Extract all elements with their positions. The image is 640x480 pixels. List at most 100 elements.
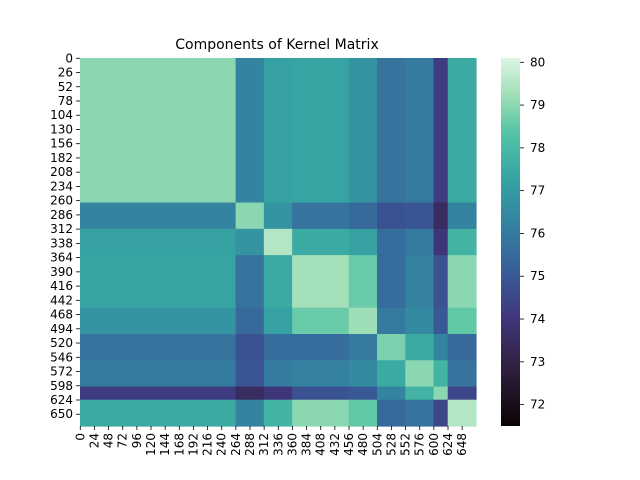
- heatmap-block-5-2: [263, 334, 293, 361]
- heatmap-block-7-3: [292, 386, 350, 401]
- y-tick-label: 234: [50, 179, 73, 193]
- heatmap-block-8-5: [377, 399, 406, 427]
- heatmap-block-7-4: [348, 386, 378, 401]
- colorbar-tick-label: 79: [530, 98, 545, 112]
- x-tick-label: 480: [356, 433, 370, 456]
- heatmap-block-6-7: [433, 360, 449, 388]
- heatmap-block-6-1: [235, 360, 265, 388]
- heatmap-block-6-0: [80, 360, 237, 388]
- heatmap-block-7-6: [405, 386, 435, 401]
- y-tick-label: 260: [50, 194, 73, 208]
- chart-title: Components of Kernel Matrix: [175, 37, 378, 53]
- x-tick-label: 360: [285, 433, 299, 456]
- y-tick-label: 390: [50, 265, 73, 279]
- heatmap-block-3-1: [235, 255, 265, 309]
- heatmap-block-4-3: [292, 307, 350, 335]
- colorbar: [501, 58, 520, 426]
- heatmap-block-5-1: [235, 334, 265, 361]
- heatmap-block-8-8: [447, 399, 477, 427]
- x-tick-label: 432: [328, 433, 342, 456]
- heatmap-block-6-8: [447, 360, 477, 388]
- x-tick-label: 576: [413, 433, 427, 456]
- heatmap-block-5-5: [377, 334, 406, 361]
- x-tick-label: 48: [102, 433, 116, 448]
- y-tick-label: 104: [50, 108, 73, 122]
- heatmap-block-5-4: [348, 334, 378, 361]
- colorbar-tick-label: 76: [530, 226, 545, 240]
- x-tick-label: 0: [73, 433, 87, 441]
- heatmap-block-8-3: [292, 399, 350, 427]
- x-tick-label: 600: [427, 433, 441, 456]
- heatmap-block-4-0: [80, 307, 237, 335]
- heatmap-block-5-0: [80, 334, 237, 361]
- y-tick-label: 494: [50, 322, 73, 336]
- heatmap-block-1-5: [377, 202, 406, 230]
- y-tick-label: 520: [50, 336, 73, 350]
- y-tick-label: 546: [50, 350, 73, 364]
- heatmap-block-8-1: [235, 399, 265, 427]
- x-tick-label: 384: [300, 433, 314, 456]
- heatmap-block-3-8: [447, 255, 477, 309]
- heatmap-block-7-2: [263, 386, 293, 401]
- y-tick-label: 78: [58, 94, 73, 108]
- heatmap-block-0-7: [433, 58, 449, 204]
- x-tick-label: 336: [271, 433, 285, 456]
- heatmap-area: [80, 58, 477, 427]
- heatmap-block-2-1: [235, 228, 265, 256]
- x-tick-label: 216: [201, 433, 215, 456]
- heatmap-block-1-3: [292, 202, 350, 230]
- colorbar-tick-label: 73: [530, 355, 545, 369]
- heatmap-block-7-8: [447, 386, 477, 401]
- heatmap-block-8-0: [80, 399, 237, 427]
- heatmap-block-6-4: [348, 360, 378, 388]
- heatmap-block-0-2: [263, 58, 293, 204]
- heatmap-block-4-7: [433, 307, 449, 335]
- y-tick-label: 650: [50, 407, 73, 421]
- heatmap-block-4-5: [377, 307, 406, 335]
- y-tick-label: 156: [50, 137, 73, 151]
- heatmap-block-1-6: [405, 202, 435, 230]
- x-tick-label: 504: [370, 433, 384, 456]
- heatmap-block-8-7: [433, 399, 449, 427]
- heatmap-block-0-4: [348, 58, 378, 204]
- x-tick-label: 120: [144, 433, 158, 456]
- heatmap-block-4-1: [235, 307, 265, 335]
- y-tick-label: 182: [50, 151, 73, 165]
- y-tick-label: 0: [65, 51, 73, 65]
- colorbar-tick-label: 74: [530, 312, 545, 326]
- heatmap-block-6-5: [377, 360, 406, 388]
- heatmap-block-0-1: [235, 58, 265, 204]
- y-tick-label: 598: [50, 379, 73, 393]
- x-tick-label: 264: [229, 433, 243, 456]
- heatmap-block-1-7: [433, 202, 449, 230]
- heatmap-block-1-1: [235, 202, 265, 230]
- heatmap-block-2-3: [292, 228, 350, 256]
- heatmap-block-0-5: [377, 58, 406, 204]
- x-tick-label: 240: [215, 433, 229, 456]
- y-tick-label: 286: [50, 208, 73, 222]
- heatmap-block-7-1: [235, 386, 265, 401]
- heatmap-block-2-7: [433, 228, 449, 256]
- heatmap-block-7-0: [80, 386, 237, 401]
- y-tick-label: 130: [50, 122, 73, 136]
- heatmap-block-1-2: [263, 202, 293, 230]
- x-tick-label: 24: [87, 433, 101, 448]
- y-tick-label: 312: [50, 222, 73, 236]
- heatmap-block-0-8: [447, 58, 477, 204]
- heatmap-block-3-4: [348, 255, 378, 309]
- heatmap-block-5-8: [447, 334, 477, 361]
- y-tick-label: 208: [50, 165, 73, 179]
- x-tick-label: 624: [441, 433, 455, 456]
- heatmap-block-4-8: [447, 307, 477, 335]
- heatmap-block-2-4: [348, 228, 378, 256]
- colorbar-tick-label: 77: [530, 184, 545, 198]
- x-tick-label: 288: [243, 433, 257, 456]
- heatmap-block-6-6: [405, 360, 435, 388]
- heatmap-block-7-5: [377, 386, 406, 401]
- y-tick-label: 364: [50, 251, 73, 265]
- colorbar-tick-label: 78: [530, 141, 545, 155]
- x-tick-label: 552: [399, 433, 413, 456]
- x-tick-label: 144: [158, 433, 172, 456]
- heatmap-block-8-2: [263, 399, 293, 427]
